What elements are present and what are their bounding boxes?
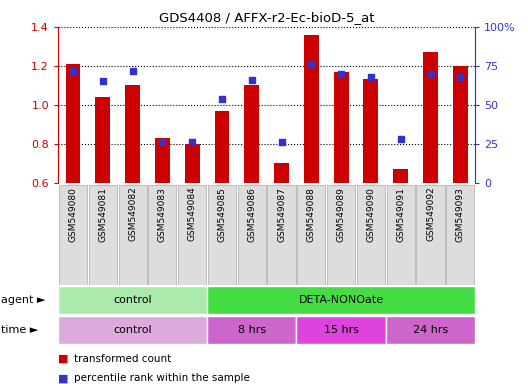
FancyBboxPatch shape: [297, 185, 325, 285]
Text: agent ►: agent ►: [1, 295, 45, 305]
Text: percentile rank within the sample: percentile rank within the sample: [74, 373, 250, 383]
Point: [248, 77, 256, 83]
Bar: [125, 85, 140, 183]
Bar: [423, 52, 438, 183]
Bar: [274, 163, 289, 183]
Text: control: control: [113, 325, 152, 335]
Bar: [58, 316, 207, 344]
Bar: [334, 72, 348, 183]
Text: GSM549087: GSM549087: [277, 187, 286, 242]
Text: GSM549082: GSM549082: [128, 187, 137, 242]
Text: GSM549088: GSM549088: [307, 187, 316, 242]
FancyBboxPatch shape: [386, 185, 415, 285]
Bar: [58, 286, 207, 314]
Point: [456, 74, 465, 80]
Point: [99, 78, 107, 84]
Text: control: control: [113, 295, 152, 305]
Bar: [363, 79, 379, 183]
Bar: [296, 316, 386, 344]
Bar: [304, 35, 319, 183]
FancyBboxPatch shape: [238, 185, 266, 285]
Text: ■: ■: [58, 373, 69, 383]
Point: [397, 136, 405, 142]
Text: GSM549084: GSM549084: [187, 187, 196, 242]
FancyBboxPatch shape: [178, 185, 206, 285]
Point: [69, 68, 77, 74]
Title: GDS4408 / AFFX-r2-Ec-bioD-5_at: GDS4408 / AFFX-r2-Ec-bioD-5_at: [159, 11, 374, 24]
Bar: [244, 85, 259, 183]
Text: time ►: time ►: [1, 325, 38, 335]
Point: [277, 139, 286, 145]
FancyBboxPatch shape: [59, 185, 87, 285]
Text: GSM549092: GSM549092: [426, 187, 435, 242]
Bar: [393, 169, 408, 183]
Point: [128, 68, 137, 74]
Point: [188, 139, 196, 145]
FancyBboxPatch shape: [89, 185, 117, 285]
FancyBboxPatch shape: [357, 185, 385, 285]
Point: [158, 139, 167, 145]
Bar: [96, 97, 110, 183]
Bar: [207, 316, 296, 344]
FancyBboxPatch shape: [327, 185, 355, 285]
Point: [366, 74, 375, 80]
FancyBboxPatch shape: [446, 185, 474, 285]
Text: GSM549091: GSM549091: [396, 187, 405, 242]
Point: [307, 61, 316, 67]
Bar: [453, 66, 468, 183]
Text: GSM549089: GSM549089: [337, 187, 346, 242]
Text: 24 hrs: 24 hrs: [413, 325, 448, 335]
FancyBboxPatch shape: [268, 185, 296, 285]
FancyBboxPatch shape: [118, 185, 147, 285]
Bar: [185, 144, 200, 183]
Point: [337, 71, 345, 77]
Text: GSM549085: GSM549085: [218, 187, 227, 242]
FancyBboxPatch shape: [417, 185, 445, 285]
Bar: [155, 138, 170, 183]
Text: 8 hrs: 8 hrs: [238, 325, 266, 335]
Text: GSM549083: GSM549083: [158, 187, 167, 242]
Point: [426, 71, 435, 77]
Text: GSM549080: GSM549080: [69, 187, 78, 242]
Point: [218, 96, 226, 102]
Text: ■: ■: [58, 354, 69, 364]
FancyBboxPatch shape: [208, 185, 236, 285]
Text: DETA-NONOate: DETA-NONOate: [298, 295, 384, 305]
Bar: [207, 286, 475, 314]
Bar: [65, 64, 80, 183]
Text: transformed count: transformed count: [74, 354, 171, 364]
Text: GSM549093: GSM549093: [456, 187, 465, 242]
Text: GSM549090: GSM549090: [366, 187, 375, 242]
Text: GSM549081: GSM549081: [98, 187, 107, 242]
FancyBboxPatch shape: [148, 185, 176, 285]
Text: 15 hrs: 15 hrs: [324, 325, 359, 335]
Text: GSM549086: GSM549086: [247, 187, 256, 242]
Bar: [386, 316, 475, 344]
Bar: [214, 111, 229, 183]
